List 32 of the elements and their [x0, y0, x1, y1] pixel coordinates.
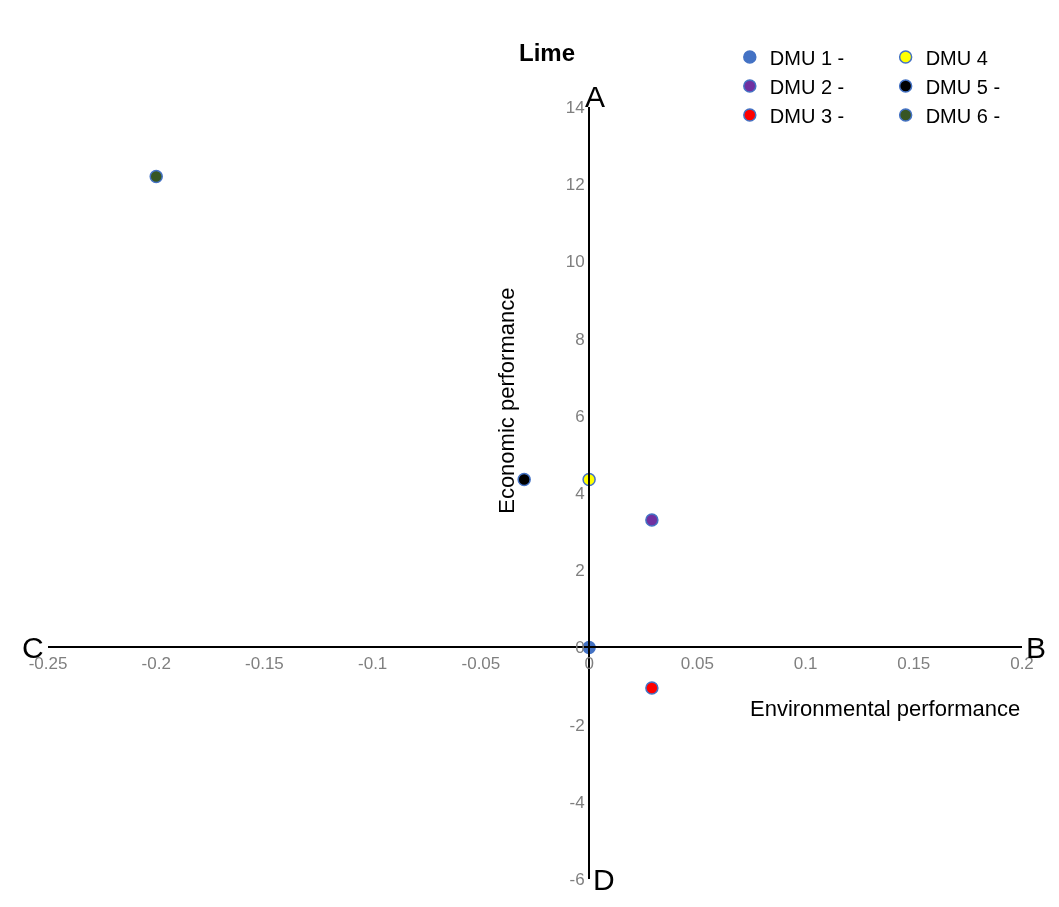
y-tick-label: 6 [575, 406, 585, 426]
point [517, 472, 531, 487]
y-axis-title: Economic performance [494, 287, 520, 514]
point [645, 513, 659, 527]
x-tick-label: 0.05 [680, 653, 714, 673]
y-tick-label: -2 [569, 715, 585, 735]
x-axis-title: Environmental performance [750, 696, 1021, 721]
y-tick-label: 14 [565, 97, 585, 117]
legend-label: DMU 3 - [769, 104, 845, 127]
chart-title: Lime [519, 39, 576, 66]
legend-label: DMU 6 - [925, 104, 1001, 127]
legend-label: DMU 4 [925, 46, 988, 69]
legend-label: DMU 2 - [769, 75, 845, 98]
point [645, 681, 659, 695]
y-tick-label: 4 [575, 483, 585, 503]
x-tick-label: 0.15 [897, 653, 931, 673]
x-tick-label: -0.1 [358, 653, 388, 673]
y-tick-label: 12 [565, 175, 585, 195]
legend-label: DMU 1 - [769, 46, 845, 69]
y-tick-label: -4 [569, 792, 585, 812]
annotation: D [593, 863, 615, 896]
y-tick-label: 8 [575, 329, 585, 349]
annotation: A [585, 80, 606, 113]
x-tick-label: -0.2 [141, 653, 171, 673]
y-tick-label: -6 [569, 869, 585, 889]
legend-label: DMU 5 - [925, 75, 1001, 98]
y-tick-label: 2 [575, 561, 585, 581]
x-tick-label: -0.05 [461, 653, 501, 673]
y-tick-label: 10 [565, 252, 585, 272]
point [149, 169, 163, 184]
x-tick-label: 0.1 [793, 653, 818, 673]
x-tick-label: -0.15 [245, 653, 284, 673]
